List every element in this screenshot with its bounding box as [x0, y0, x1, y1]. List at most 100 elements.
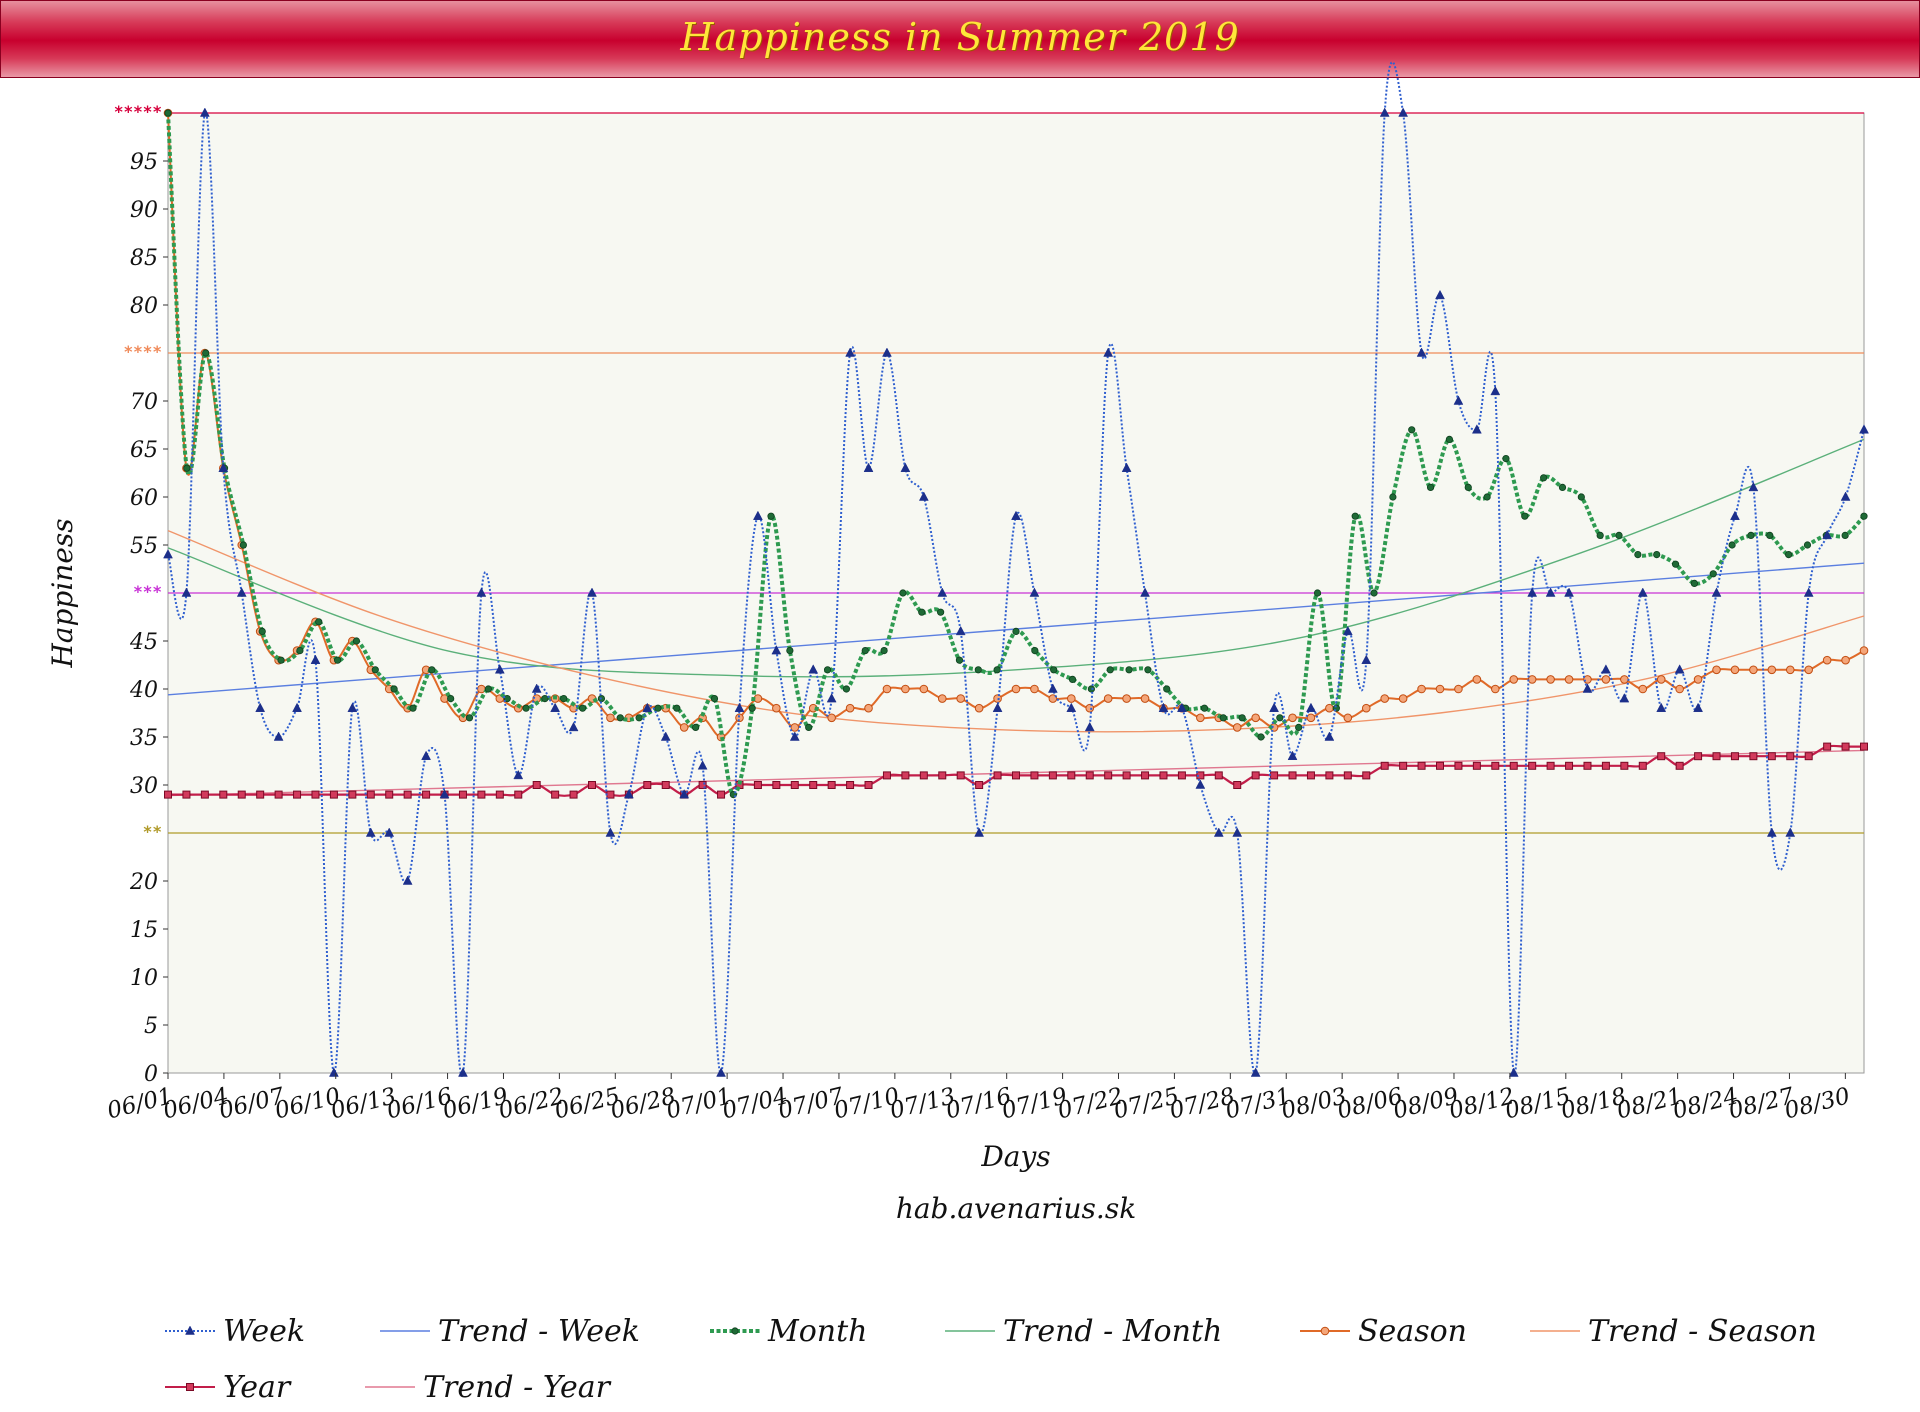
series-point-year — [1067, 771, 1076, 780]
legend: Week Trend - Week Month Trend - Month Season… — [165, 1314, 1817, 1405]
series-point-season — [1749, 665, 1758, 675]
series-point-month — [1370, 589, 1378, 597]
y-tick-label: 30 — [130, 774, 158, 799]
series-point-year — [790, 781, 799, 789]
series-point-month — [673, 704, 681, 712]
series-point-week — [1637, 587, 1648, 597]
series-point-week — [623, 789, 634, 799]
series-point-month — [1785, 550, 1793, 559]
series-point-month — [823, 666, 832, 674]
legend-item-trend-month: Trend - Month — [945, 1314, 1222, 1349]
y-axis: 0 5 10 15 20 30 35 40 45 55 60 65 70 80 85 90 95 — [129, 150, 168, 1087]
series-point-month — [1276, 714, 1284, 722]
series-point-year — [1306, 771, 1315, 780]
series-point-week — [660, 731, 671, 741]
series-point-year — [1583, 761, 1592, 770]
series-month — [164, 109, 1868, 799]
series-point-month — [710, 694, 719, 703]
series-season — [163, 108, 1869, 742]
series-point-week — [458, 1067, 468, 1077]
series-point-year — [422, 790, 431, 799]
series-point-season — [1398, 694, 1408, 703]
series-point-season — [956, 694, 965, 703]
series-point-year — [919, 771, 928, 780]
series-point-year — [882, 771, 891, 780]
series-point-year — [753, 781, 762, 789]
series-point-week — [1029, 587, 1040, 597]
title-banner: Happiness in Summer 2019 — [0, 0, 1920, 78]
series-point-week — [1416, 347, 1427, 357]
series-point-year — [1472, 761, 1481, 770]
series-point-week — [845, 347, 856, 357]
series-point-year — [1657, 752, 1666, 761]
series-point-month — [993, 666, 1001, 674]
series-point-week — [163, 549, 173, 559]
series-point-year — [1141, 771, 1150, 780]
series-point-month — [786, 646, 794, 655]
series-point-month — [842, 685, 851, 693]
series-point-month — [409, 704, 417, 712]
series-point-year — [1454, 761, 1463, 770]
series-point-year — [901, 771, 910, 780]
series-point-season — [974, 703, 984, 713]
series-point-week — [1121, 462, 1132, 472]
x-axis-label: Days — [980, 1140, 1050, 1173]
series-point-year — [1122, 771, 1131, 780]
series-point-month — [296, 646, 304, 655]
series-point-year — [1565, 761, 1574, 770]
series-point-week — [1213, 827, 1224, 837]
series-point-year — [237, 790, 246, 799]
series-point-year — [311, 790, 320, 799]
series-point-week — [992, 702, 1003, 712]
series-point-year — [864, 781, 873, 789]
series-point-season — [1196, 713, 1205, 723]
series-point-year — [569, 790, 578, 799]
series-point-month — [371, 666, 379, 674]
series-point-year — [1804, 752, 1813, 761]
series-point-year — [1104, 771, 1113, 780]
series-point-year — [1436, 761, 1444, 770]
series-point-month — [1295, 723, 1303, 732]
series-point-month — [1389, 493, 1397, 501]
series-point-year — [1048, 771, 1057, 780]
series-point-season — [937, 694, 947, 703]
y-tick-label: 0 — [144, 1062, 158, 1087]
chart-title: Happiness in Summer 2019 — [680, 15, 1240, 59]
series-point-year — [385, 790, 394, 799]
series-point-week — [605, 827, 616, 837]
series-point-season — [1620, 675, 1629, 684]
series-point-year — [846, 781, 855, 789]
series-point-year — [938, 771, 947, 780]
series-point-year — [551, 790, 560, 799]
series-point-season — [1232, 723, 1242, 732]
series-point-year — [772, 781, 781, 789]
series-point-week — [1527, 587, 1538, 597]
series-point-year — [827, 781, 836, 789]
series-point-year — [1159, 771, 1168, 780]
series-point-season — [1288, 713, 1297, 723]
series-point-week — [1379, 107, 1390, 117]
series-point-season — [1804, 665, 1813, 675]
legend-marker — [186, 1383, 194, 1391]
series-point-week — [1490, 385, 1501, 396]
series-point-week — [310, 654, 321, 664]
series-point-week — [384, 827, 395, 837]
series-point-year — [975, 781, 984, 789]
series-point-year — [1694, 752, 1703, 761]
series-point-week — [679, 789, 690, 799]
series-point-year — [1325, 771, 1334, 780]
series-point-month — [1144, 666, 1152, 674]
series-point-season — [1472, 675, 1482, 684]
series-point-season — [1785, 665, 1795, 675]
series-point-year — [1399, 761, 1408, 770]
series-point-week — [1232, 827, 1243, 837]
series-point-month — [955, 656, 964, 664]
series-point-month — [277, 656, 285, 664]
series-point-week — [1748, 481, 1759, 492]
series-point-month — [578, 704, 587, 712]
legend-item-trend-season: Trend - Season — [1530, 1314, 1817, 1349]
x-tick-label: 08/30 — [1782, 1083, 1853, 1124]
series-point-month — [1483, 493, 1491, 501]
series-point-month — [1238, 714, 1246, 722]
series-point-season — [1103, 694, 1113, 703]
